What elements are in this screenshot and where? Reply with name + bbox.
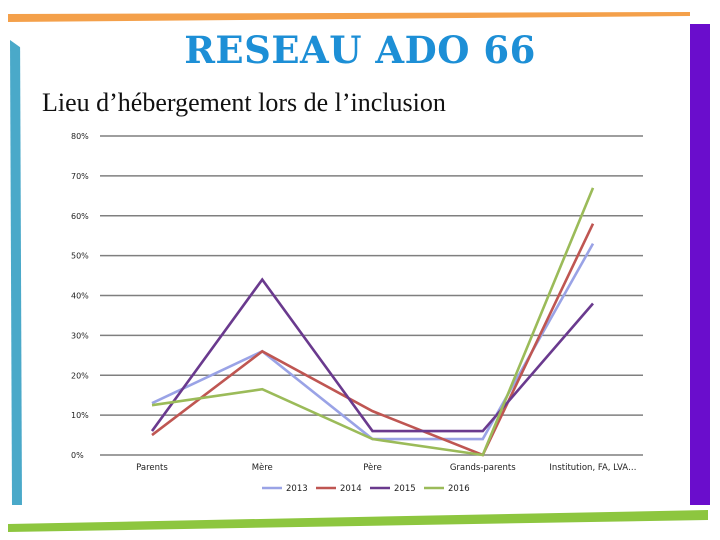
series-line-2015 xyxy=(150,277,594,433)
bottom-accent-bar xyxy=(8,510,708,532)
y-tick-label: 0% xyxy=(71,451,84,460)
y-tick-label: 10% xyxy=(71,411,89,420)
y-tick-label: 20% xyxy=(71,371,89,380)
slide-title: RESEAU ADO 66 xyxy=(184,28,536,72)
series-lines xyxy=(150,187,595,457)
x-category-label: Institution, FA, LVA… xyxy=(549,463,636,473)
legend: 2013 2014 2015 2016 xyxy=(262,484,470,494)
slide-subtitle: Lieu d’hébergement lors de l’inclusion xyxy=(42,88,446,117)
legend-label: 2013 xyxy=(286,484,308,494)
x-category-label: Père xyxy=(363,462,382,473)
gridlines xyxy=(100,135,643,456)
legend-label: 2014 xyxy=(340,484,362,494)
y-tick-label: 80% xyxy=(71,132,89,141)
y-tick-label: 70% xyxy=(71,172,89,181)
x-category-label: Mère xyxy=(252,462,273,473)
x-axis-categories: Parents Mère Père Grands-parents Institution… xyxy=(136,462,636,473)
x-category-label: Grands-parents xyxy=(450,463,516,473)
y-tick-label: 60% xyxy=(71,212,89,221)
top-accent-bar xyxy=(8,12,690,22)
x-category-label: Parents xyxy=(136,463,168,473)
series-line-2016 xyxy=(151,187,595,457)
y-axis-ticks: 0% 10% 20% 30% 40% 50% 60% 70% 80% xyxy=(71,132,89,460)
y-tick-label: 50% xyxy=(71,252,89,261)
y-tick-label: 30% xyxy=(71,331,89,340)
series-line-2014 xyxy=(151,223,595,457)
legend-label: 2016 xyxy=(448,484,470,494)
y-tick-label: 40% xyxy=(71,292,89,301)
legend-label: 2015 xyxy=(394,484,416,494)
